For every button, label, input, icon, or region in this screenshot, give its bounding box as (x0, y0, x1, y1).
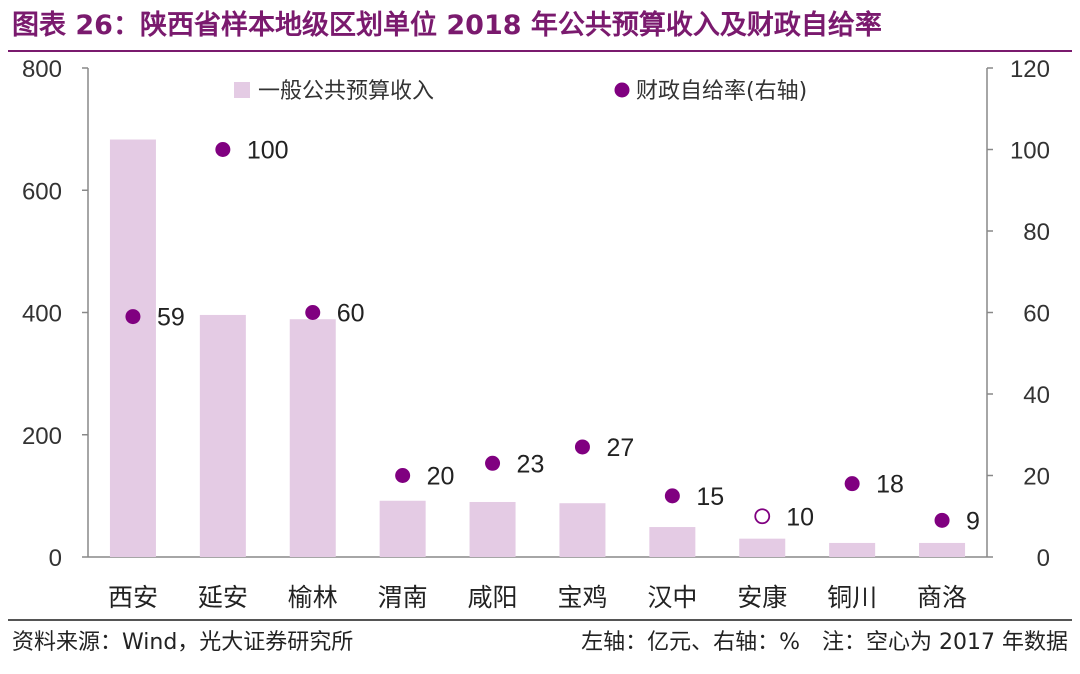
left-tick-label: 400 (22, 301, 62, 328)
dot-榆林 (305, 305, 321, 320)
bar-宝鸡 (559, 503, 606, 557)
left-tick-label: 600 (22, 178, 62, 205)
dot-label-咸阳: 23 (517, 450, 545, 478)
footer-divider (8, 619, 1072, 621)
category-label-咸阳: 咸阳 (468, 583, 518, 612)
category-label-商洛: 商洛 (917, 583, 967, 612)
bar-铜川 (829, 542, 876, 557)
dot-商洛 (934, 512, 950, 528)
dot-label-延安: 100 (247, 137, 289, 165)
legend-dot-label: 财政自给率(右轴) (636, 79, 807, 104)
dot-label-宝鸡: 27 (606, 434, 634, 462)
chart-title: 图表 26：陕西省样本地级区划单位 2018 年公共预算收入及财政自给率 (12, 10, 882, 41)
left-tick-label: 200 (22, 423, 62, 450)
left-tick-label: 800 (22, 56, 62, 83)
dot-延安 (215, 142, 231, 157)
category-label-渭南: 渭南 (378, 583, 428, 612)
legend-bar-label: 一般公共预算收入 (258, 79, 434, 104)
dot-series: 59 100 60 20 23 27 15 10 18 9 (125, 137, 980, 535)
dot-label-铜川: 18 (876, 471, 904, 499)
dot-安康 (754, 508, 771, 525)
right-tick-label: 60 (1023, 301, 1050, 328)
legend-dot-swatch (614, 82, 630, 98)
dot-label-汉中: 15 (696, 483, 724, 511)
right-tick-label: 40 (1023, 382, 1050, 409)
axis-note: 左轴：亿元、右轴：% 注：空心为 2017 年数据 (581, 630, 1068, 655)
left-axis: 0 200 400 600 800 (22, 56, 88, 572)
title-divider (8, 50, 1072, 52)
category-label-宝鸡: 宝鸡 (557, 583, 607, 612)
right-tick-label: 20 (1023, 464, 1050, 491)
category-label-汉中: 汉中 (647, 583, 697, 612)
category-axis: 西安 延安 榆林 渭南 咸阳 宝鸡 汉中 安康 铜川 商洛 (108, 583, 967, 612)
bar-榆林 (289, 319, 336, 557)
bar-延安 (199, 314, 246, 557)
dot-咸阳 (485, 455, 501, 471)
bar-安康 (739, 538, 786, 557)
left-tick-label: 0 (49, 545, 62, 572)
legend: 一般公共预算收入 财政自给率(右轴) (234, 79, 807, 104)
dot-label-榆林: 60 (337, 300, 365, 328)
category-label-榆林: 榆林 (288, 583, 338, 612)
dot-label-安康: 10 (786, 503, 814, 531)
right-tick-label: 120 (1010, 56, 1050, 83)
dot-宝鸡 (574, 439, 590, 455)
category-label-安康: 安康 (737, 583, 787, 612)
category-label-延安: 延安 (198, 583, 248, 612)
dot-汉中 (664, 488, 680, 504)
legend-bar-swatch (234, 82, 250, 98)
category-label-西安: 西安 (108, 583, 158, 612)
bar-series (109, 139, 966, 558)
bar-咸阳 (469, 501, 516, 557)
source-note: 资料来源：Wind，光大证券研究所 (12, 630, 354, 655)
dot-渭南 (395, 468, 411, 483)
right-axis: 0 20 40 60 80 100 120 (987, 56, 1050, 572)
dot-铜川 (844, 476, 860, 492)
right-tick-label: 100 (1010, 138, 1050, 165)
right-tick-label: 80 (1023, 219, 1050, 246)
chart-area: 0 200 400 600 800 0 20 40 60 80 100 120 59 100 60 20 2… (22, 56, 1050, 612)
category-label-铜川: 铜川 (827, 583, 877, 612)
bar-西安 (109, 139, 156, 558)
dot-西安 (125, 309, 141, 325)
dot-label-西安: 59 (157, 304, 185, 332)
bar-汉中 (649, 527, 696, 557)
dot-label-商洛: 9 (966, 507, 980, 535)
right-tick-label: 0 (1037, 545, 1050, 572)
bar-商洛 (919, 542, 966, 557)
bar-渭南 (379, 500, 426, 557)
dot-label-渭南: 20 (427, 463, 455, 491)
